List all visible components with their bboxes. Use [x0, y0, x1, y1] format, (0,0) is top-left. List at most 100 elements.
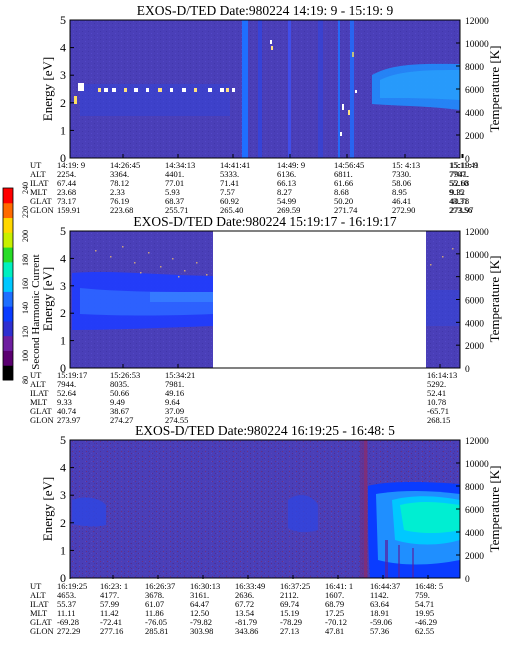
- orbit-cell: 77.01: [165, 178, 184, 188]
- orbit-cell: 14:34:13: [165, 160, 195, 170]
- orbit-cell: 15: 4:13: [392, 160, 420, 170]
- orbit-cell: 50.20: [334, 196, 353, 206]
- orbit-cell: 15.19: [280, 608, 299, 618]
- panel-3-orbit-table: UTALTILATMLTGLATGLON16:19:254653.55.3711…: [30, 575, 443, 636]
- colorbar-label: Second Harmonic Current: [30, 254, 42, 369]
- orbit-cell: 46.41: [392, 196, 411, 206]
- colorbar-segment: [3, 188, 13, 204]
- orbit-cell: 2254.: [57, 169, 76, 179]
- colorbar-gradient: [3, 188, 13, 381]
- y-tick-label: 4: [60, 461, 66, 475]
- orbit-cell: 269.59: [277, 205, 300, 215]
- orbit-cell: -78.29: [280, 617, 302, 627]
- orbit-cell: 5.93: [165, 187, 180, 197]
- orbit-row-label: ALT: [30, 590, 47, 600]
- orbit-cell: 16:23: 1: [100, 581, 128, 591]
- orbit-row-label: ILAT: [30, 388, 49, 398]
- orbit-cell: 759.: [415, 590, 430, 600]
- orbit-cell: 274.27: [110, 415, 133, 425]
- orbit-cell: 16:26:37: [145, 581, 175, 591]
- orbit-cell: 1142.: [370, 590, 389, 600]
- colorbar-tick-label: 220: [21, 206, 30, 218]
- p1-vertical-stripe-5: [350, 20, 354, 158]
- y-tick-label: 8000: [465, 274, 484, 284]
- orbit-cell: 223.68: [110, 205, 133, 215]
- y-tick-label: 0: [465, 155, 470, 165]
- orbit-cell: 49.16: [165, 388, 184, 398]
- orbit-cell: 14:26:45: [110, 160, 140, 170]
- orbit-row-label: MLT: [30, 397, 48, 407]
- orbit-cell: 68.79: [325, 599, 344, 609]
- orbit-cell: 7941.: [450, 169, 469, 179]
- orbit-cell: 17.25: [325, 608, 344, 618]
- p1-flux-dots: [74, 40, 357, 136]
- panel-2: EXOS-D/TED Date:980224 15:19:17 - 16:19:…: [30, 214, 502, 425]
- colorbar-tick-label: 120: [21, 326, 30, 338]
- orbit-cell: 18.91: [370, 608, 389, 618]
- orbit-cell: 9.64: [165, 397, 181, 407]
- orbit-cell: 78.12: [110, 178, 129, 188]
- y-tick-label: 0: [60, 361, 66, 375]
- y-tick-label: 4000: [465, 319, 484, 329]
- orbit-cell: -46.29: [415, 617, 437, 627]
- orbit-cell: 268.15: [427, 415, 450, 425]
- orbit-cell: 55.10: [449, 178, 468, 188]
- colorbar-tick-label: 140: [21, 302, 30, 314]
- colorbar-segment: [3, 350, 13, 366]
- orbit-cell: 19.95: [415, 608, 434, 618]
- orbit-row-label: GLAT: [30, 617, 53, 627]
- orbit-cell: 7.57: [220, 187, 235, 197]
- p1-vertical-stripe-4: [318, 20, 323, 158]
- orbit-cell: 273.97: [57, 415, 80, 425]
- y-tick-label: 3: [60, 279, 66, 293]
- orbit-cell: 52.68: [450, 178, 469, 188]
- orbit-cell: -76.05: [145, 617, 167, 627]
- orbit-cell: 69.74: [280, 599, 300, 609]
- colorbar-segment: [3, 276, 13, 292]
- orbit-row-label: GLAT: [30, 406, 53, 416]
- orbit-cell: 16:33:49: [235, 581, 265, 591]
- orbit-row-label: MLT: [30, 187, 48, 197]
- colorbar-segment: [3, 247, 13, 263]
- orbit-cell: 15:11:41: [449, 160, 479, 170]
- orbit-cell: 55.37: [57, 599, 76, 609]
- orbit-row-label: UT: [30, 370, 42, 380]
- orbit-cell: 272.90: [392, 205, 415, 215]
- orbit-cell: 8.68: [334, 187, 349, 197]
- orbit-cell: 14:56:45: [334, 160, 364, 170]
- orbit-row-label: ILAT: [30, 178, 49, 188]
- orbit-cell: 10.78: [427, 397, 446, 407]
- orbit-cell: -65.71: [427, 406, 449, 416]
- orbit-cell: 71.41: [220, 178, 239, 188]
- orbit-cell: 8.27: [277, 187, 292, 197]
- colorbar-segment: [3, 365, 13, 381]
- orbit-row-label: GLON: [30, 415, 54, 425]
- colorbar-tick-label: 80: [21, 376, 30, 384]
- panel-1-ylabel-right: Temperature [K]: [487, 46, 502, 133]
- orbit-cell: 68.37: [165, 196, 184, 206]
- y-tick-label: 4000: [465, 109, 484, 119]
- y-tick-label: 10000: [465, 460, 489, 470]
- colorbar-tick-label: 160: [21, 278, 30, 290]
- colorbar: 80 100 120 140 160 180 200 220 240 Second Harmon…: [2, 182, 42, 384]
- panel-1-plot-area: [70, 20, 460, 158]
- orbit-cell: -72.41: [100, 617, 122, 627]
- orbit-cell: 16:44:37: [370, 581, 400, 591]
- y-tick-label: 2000: [465, 342, 484, 352]
- orbit-cell: 4401.: [165, 169, 184, 179]
- orbit-cell: 16:14:13: [427, 370, 457, 380]
- orbit-cell: -70.12: [325, 617, 347, 627]
- orbit-cell: 273.56: [449, 205, 472, 215]
- orbit-cell: 3678.: [145, 590, 164, 600]
- colorbar-tick-label: 240: [21, 182, 30, 194]
- y-tick-label: 2000: [465, 552, 484, 562]
- y-tick-label: 8000: [465, 483, 484, 493]
- orbit-cell: 54.71: [415, 599, 434, 609]
- p3-blue-blob-2: [288, 495, 318, 533]
- orbit-cell: -81.79: [235, 617, 257, 627]
- y-tick-label: 0: [465, 575, 470, 585]
- orbit-cell: 2636.: [235, 590, 254, 600]
- orbit-row-label: ILAT: [30, 599, 49, 609]
- orbit-cell: -59.06: [370, 617, 392, 627]
